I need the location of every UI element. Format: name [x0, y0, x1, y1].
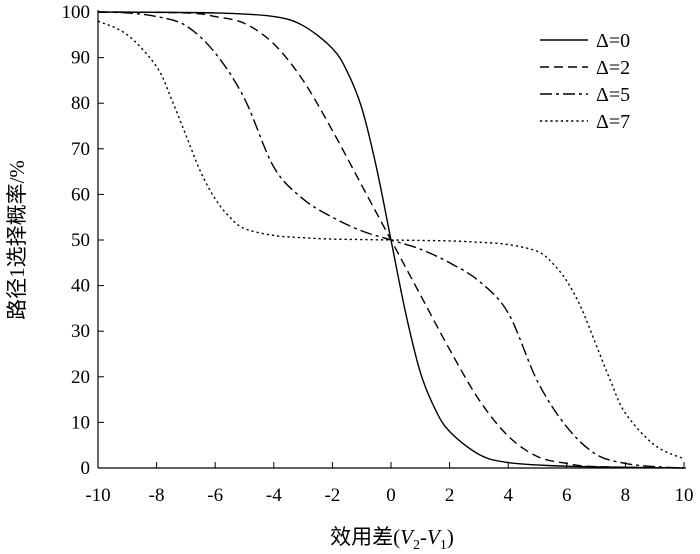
legend: Δ=0 Δ=2 Δ=5 Δ=7 — [540, 30, 630, 133]
x-tick-label: 10 — [675, 485, 694, 506]
y-tick-label: 60 — [71, 184, 90, 205]
series-layer — [97, 11, 685, 469]
x-tick-label: 0 — [386, 485, 396, 506]
x-tick-label: -4 — [266, 485, 282, 506]
y-tick-label: 80 — [71, 93, 90, 114]
y-tick-label: 70 — [71, 139, 90, 160]
y-tick-label: 20 — [71, 367, 90, 388]
y-axis: 0 10 20 30 40 50 60 70 80 90 100 — [62, 2, 104, 479]
plot-area — [97, 10, 686, 469]
x-axis: -10 -8 -6 -4 -2 0 2 4 6 8 10 — [85, 462, 694, 506]
x-axis-title: 效用差(V2-V1) — [330, 525, 454, 553]
x-tick-label: 2 — [445, 485, 455, 506]
y-tick-label: 90 — [71, 48, 90, 69]
x-tick-label: -10 — [85, 485, 110, 506]
y-tick-label: 40 — [71, 276, 90, 297]
legend-label-3: Δ=5 — [596, 84, 630, 106]
y-tick-label: 100 — [62, 2, 91, 23]
x-tick-label: -8 — [149, 485, 165, 506]
y-tick-label: 0 — [81, 458, 91, 479]
legend-label-2: Δ=2 — [596, 57, 630, 79]
legend-label-4: Δ=7 — [596, 111, 630, 133]
x-tick-label: 8 — [621, 485, 631, 506]
y-tick-label: 10 — [71, 412, 90, 433]
x-tick-label: 6 — [562, 485, 572, 506]
x-tick-label: -2 — [324, 485, 340, 506]
y-tick-label: 50 — [71, 230, 90, 251]
legend-label-1: Δ=0 — [596, 30, 630, 52]
x-tick-label: 4 — [503, 485, 513, 506]
y-axis-title: 路径1选择概率/% — [5, 160, 29, 320]
series-line-3 — [97, 11, 685, 469]
y-tick-label: 30 — [71, 321, 90, 342]
series-line-4 — [97, 20, 685, 460]
x-tick-label: -6 — [207, 485, 223, 506]
